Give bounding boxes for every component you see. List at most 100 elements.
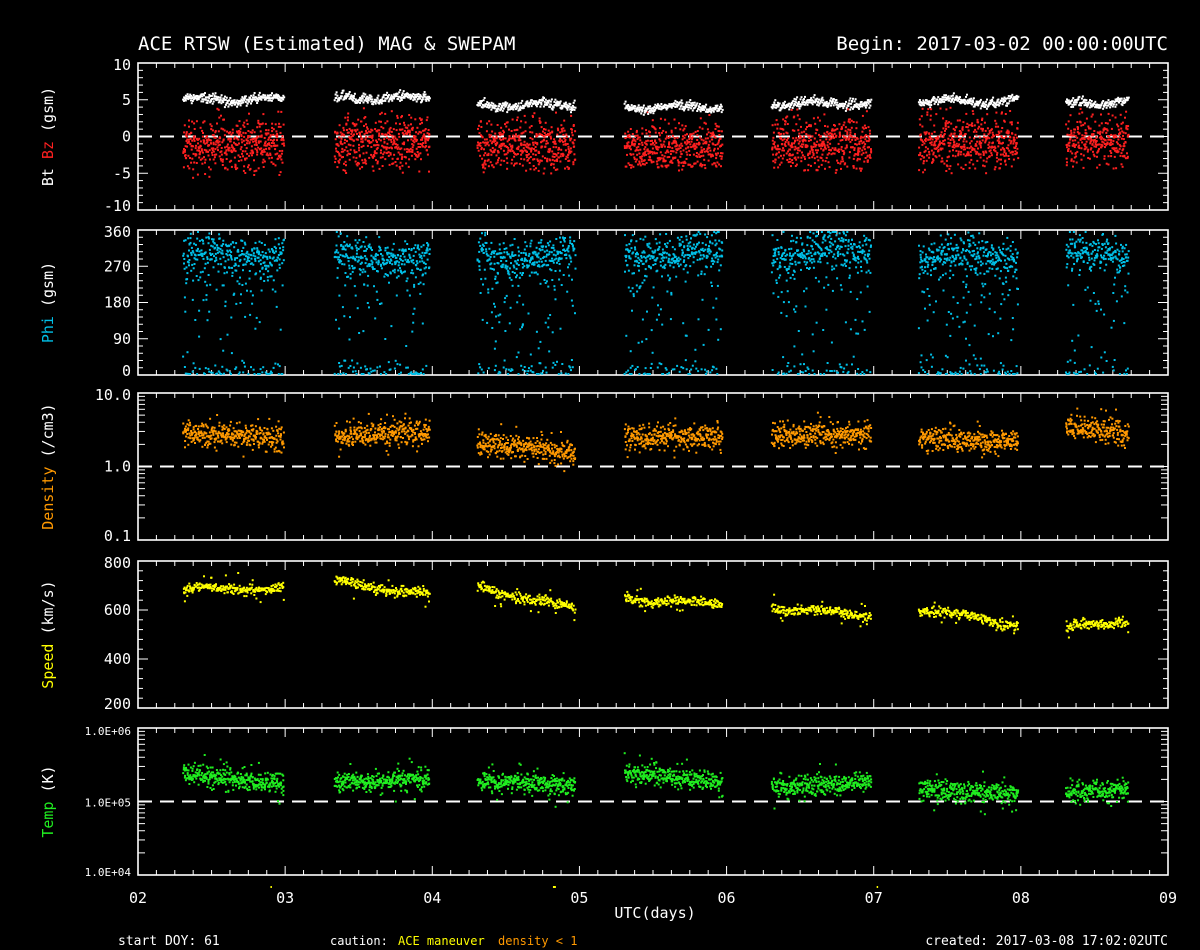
bt-point xyxy=(866,101,869,104)
bz-point xyxy=(188,133,191,136)
bz-point xyxy=(486,154,489,157)
bt-point xyxy=(863,103,866,106)
bz-point xyxy=(421,121,423,124)
bz-point xyxy=(933,140,936,143)
bz-point xyxy=(368,156,371,159)
bt-point xyxy=(212,97,215,100)
bz-point xyxy=(354,129,357,132)
bz-point xyxy=(551,158,554,161)
bz-point xyxy=(681,124,684,127)
bz-point xyxy=(997,130,1000,133)
bz-point xyxy=(278,150,281,152)
bz-point xyxy=(1087,138,1090,141)
bt-point xyxy=(815,99,818,102)
bz-point xyxy=(572,163,575,166)
bt-point xyxy=(1106,101,1109,104)
bz-point xyxy=(991,136,994,139)
bz-point xyxy=(552,146,555,149)
bz-point xyxy=(209,158,211,161)
bt-point xyxy=(419,94,422,97)
bz-point xyxy=(569,147,572,150)
bt-point xyxy=(813,94,816,97)
bz-point xyxy=(358,143,360,146)
bz-point xyxy=(352,144,355,147)
bt-point xyxy=(690,102,693,105)
bz-point xyxy=(638,136,641,139)
bt-point xyxy=(1070,106,1073,108)
bt-point xyxy=(238,102,241,105)
bz-point xyxy=(525,154,528,157)
bz-point xyxy=(391,162,394,165)
bz-point xyxy=(691,138,693,141)
bt-point xyxy=(832,98,835,100)
bz-point xyxy=(1110,155,1113,158)
bz-point xyxy=(210,147,213,150)
bz-point xyxy=(269,154,272,156)
bt-point xyxy=(488,106,491,109)
bz-point xyxy=(239,148,242,151)
bt-point xyxy=(968,101,971,104)
bz-point xyxy=(1000,112,1003,115)
bz-point xyxy=(563,137,566,140)
bt-point xyxy=(252,94,255,97)
bt-point xyxy=(1118,98,1121,100)
bz-point xyxy=(1081,134,1084,137)
bt-point xyxy=(788,108,791,111)
bz-point xyxy=(668,156,671,158)
bz-point xyxy=(627,145,630,148)
bz-point xyxy=(1014,147,1017,149)
bz-point xyxy=(655,152,658,155)
bt-point xyxy=(202,93,205,96)
bt-point xyxy=(688,101,691,104)
bz-point xyxy=(370,146,373,148)
bz-point xyxy=(388,130,391,133)
bz-point xyxy=(418,117,421,120)
bz-point xyxy=(786,115,789,118)
bz-point xyxy=(343,149,346,152)
bz-point xyxy=(268,157,271,160)
bt-point xyxy=(946,97,949,100)
bt-point xyxy=(511,106,514,109)
bz-point xyxy=(958,130,961,133)
bz-point xyxy=(715,154,718,157)
bz-point xyxy=(676,159,679,162)
bz-point xyxy=(849,140,852,143)
bz-point xyxy=(282,123,285,126)
bt-point xyxy=(831,100,834,103)
bz-point xyxy=(870,150,873,153)
bz-point xyxy=(955,125,958,128)
bz-point xyxy=(774,158,777,161)
bz-point xyxy=(517,145,520,148)
bz-point xyxy=(1126,157,1129,160)
bt-point xyxy=(1117,96,1120,99)
bz-point xyxy=(390,141,393,143)
bz-point xyxy=(823,144,826,147)
bt-point xyxy=(268,96,271,99)
bz-point xyxy=(861,130,864,133)
bz-point xyxy=(194,147,197,150)
bz-point xyxy=(566,143,569,145)
bz-point xyxy=(866,160,869,163)
bz-point xyxy=(559,137,562,140)
bt-point xyxy=(627,104,630,106)
bz-point xyxy=(705,142,707,145)
bt-point xyxy=(255,99,258,102)
bz-point xyxy=(364,116,367,118)
bz-point xyxy=(538,152,541,154)
bt-point xyxy=(375,99,378,102)
bt-point xyxy=(197,98,200,101)
bz-point xyxy=(1098,163,1101,166)
bz-point xyxy=(1111,114,1114,117)
bz-point xyxy=(934,144,937,147)
bz-point xyxy=(924,133,927,136)
bz-point xyxy=(553,156,556,158)
bz-point xyxy=(334,161,337,164)
bz-point xyxy=(344,169,347,172)
bt-point xyxy=(490,108,493,111)
bz-point xyxy=(529,137,532,139)
bz-point xyxy=(830,137,833,140)
bz-point xyxy=(550,137,552,140)
bz-point xyxy=(775,152,778,155)
bz-point xyxy=(639,139,642,142)
bt-point xyxy=(1101,102,1104,105)
